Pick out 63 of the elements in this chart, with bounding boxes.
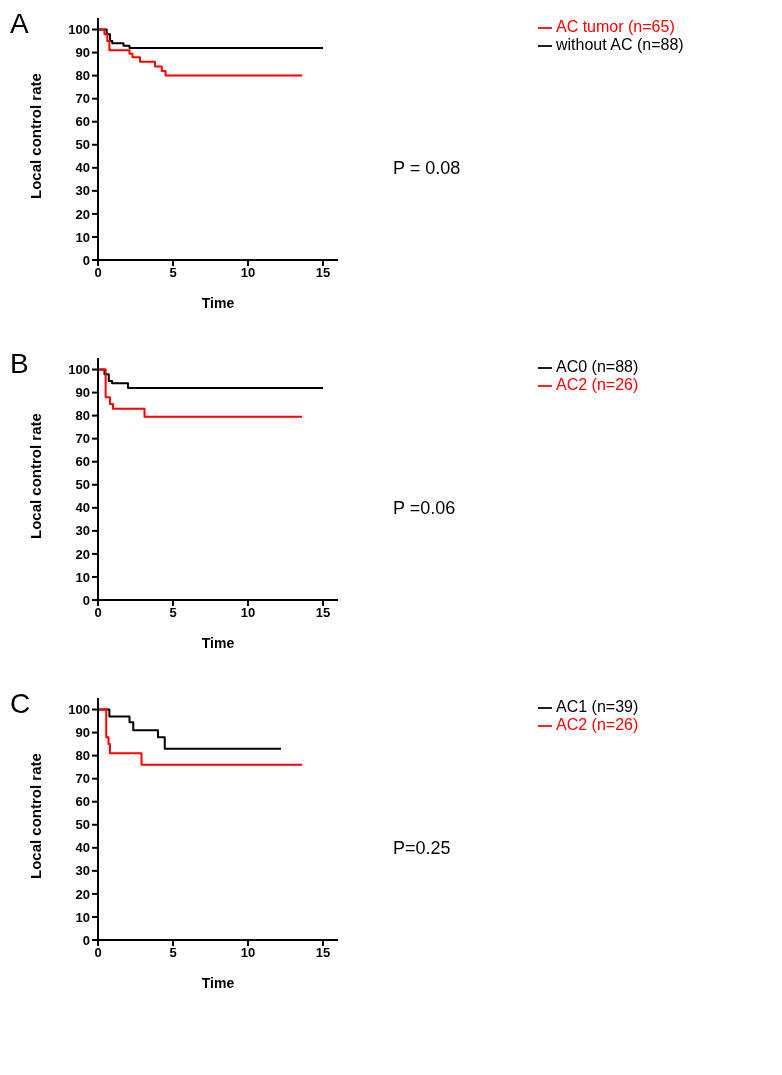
y-tick-label: 100: [68, 22, 90, 38]
legend-label: AC tumor (n=65): [556, 18, 675, 35]
y-tick-label: 40: [75, 500, 90, 516]
y-tick-label: 10: [75, 909, 90, 925]
x-axis-title: Time: [201, 975, 235, 991]
y-tick-label: 10: [75, 229, 90, 245]
text: P=0.25: [393, 838, 451, 859]
y-tick-label: 0: [82, 592, 90, 608]
y-tick-label: 60: [75, 794, 90, 810]
y-tick-label: 40: [75, 160, 90, 176]
y-tick-label: 30: [75, 523, 90, 539]
y-tick-label: 40: [75, 840, 90, 856]
y-tick-label: 0: [82, 252, 90, 268]
y-tick-label: 30: [75, 183, 90, 199]
chart-title: A: [10, 8, 29, 40]
legend-label: AC2 (n=26): [556, 716, 639, 733]
y-tick-label: 90: [75, 45, 90, 61]
y-tick-label: 70: [75, 91, 90, 107]
y-tick-label: 20: [75, 886, 90, 902]
y-tick-label: 50: [75, 137, 90, 153]
chart-title: B: [10, 348, 29, 380]
x-tick-label: 10: [240, 605, 256, 621]
y-tick-label: 70: [75, 771, 90, 787]
x-tick-label: 5: [169, 945, 177, 961]
y-tick-label: 10: [75, 569, 90, 585]
x-tick-label: 15: [315, 265, 331, 281]
y-tick-label: 100: [68, 362, 90, 378]
y-tick-label: 90: [75, 725, 90, 741]
y-tick-label: 80: [75, 408, 90, 424]
x-axis-title: Time: [201, 635, 235, 651]
y-tick-label: 70: [75, 431, 90, 447]
x-tick-label: 0: [94, 605, 102, 621]
y-tick-label: 60: [75, 114, 90, 130]
x-tick-label: 10: [240, 945, 256, 961]
y-axis-title: Local control rate: [27, 413, 45, 539]
text: P =0.06: [393, 498, 456, 519]
x-tick-label: 15: [315, 945, 331, 961]
y-tick-label: 20: [75, 546, 90, 562]
legend-label: AC2 (n=26): [556, 376, 639, 393]
legend-label: AC0 (n=88): [556, 358, 639, 375]
x-tick-label: 10: [240, 265, 256, 281]
y-axis-title: Local control rate: [27, 753, 45, 879]
y-tick-label: 90: [75, 385, 90, 401]
x-tick-label: 0: [94, 945, 102, 961]
x-tick-label: 5: [169, 265, 177, 281]
y-axis-title: Local control rate: [27, 73, 45, 199]
x-tick-label: 15: [315, 605, 331, 621]
y-tick-label: 100: [68, 702, 90, 718]
legend-label: without AC (n=88): [556, 36, 684, 53]
legend-label: AC1 (n=39): [556, 698, 639, 715]
y-tick-label: 20: [75, 206, 90, 222]
text: P = 0.08: [393, 158, 461, 179]
y-tick-label: 80: [75, 68, 90, 84]
y-tick-label: 50: [75, 817, 90, 833]
x-tick-label: 0: [94, 265, 102, 281]
y-tick-label: 50: [75, 477, 90, 493]
x-axis-title: Time: [201, 295, 235, 311]
chart-title: C: [10, 688, 31, 720]
y-tick-label: 0: [82, 932, 90, 948]
y-tick-label: 60: [75, 454, 90, 470]
y-tick-label: 30: [75, 863, 90, 879]
x-tick-label: 5: [169, 605, 177, 621]
y-tick-label: 80: [75, 748, 90, 764]
